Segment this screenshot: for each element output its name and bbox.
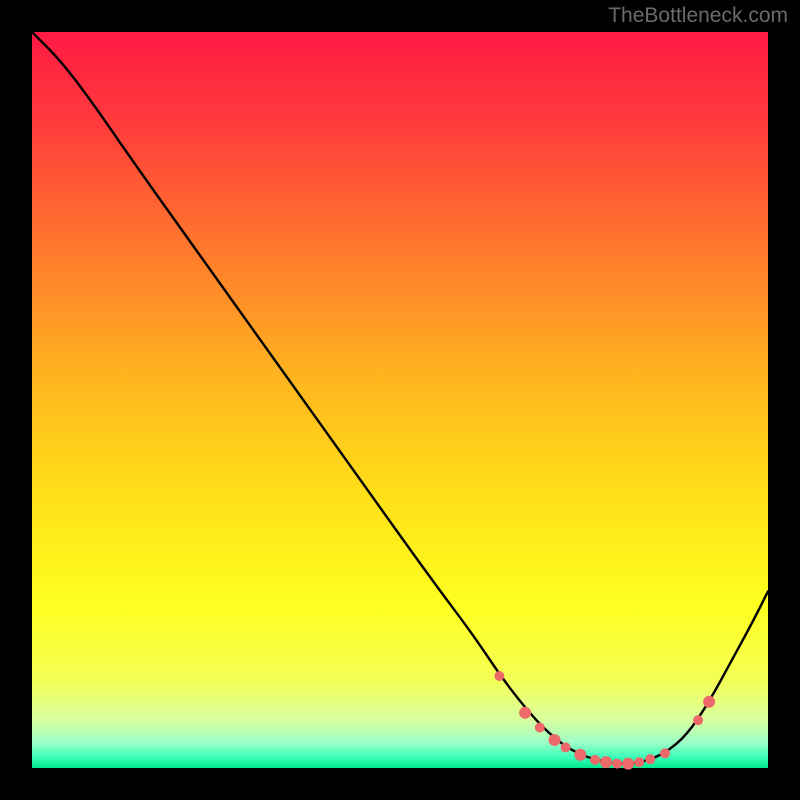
curve-marker [660, 748, 670, 758]
chart-svg [0, 0, 800, 800]
curve-marker [622, 758, 634, 770]
curve-marker [561, 742, 571, 752]
bottleneck-chart [0, 0, 800, 800]
curve-marker [645, 754, 655, 764]
curve-marker [549, 734, 561, 746]
curve-marker [634, 757, 644, 767]
curve-marker [494, 671, 504, 681]
watermark-label: TheBottleneck.com [608, 4, 788, 28]
curve-marker [590, 755, 600, 765]
curve-marker [600, 756, 612, 768]
curve-marker [574, 749, 586, 761]
plot-background [32, 32, 768, 768]
curve-marker [612, 759, 622, 769]
curve-marker [693, 715, 703, 725]
curve-marker [519, 707, 531, 719]
curve-marker [703, 696, 715, 708]
curve-marker [535, 723, 545, 733]
